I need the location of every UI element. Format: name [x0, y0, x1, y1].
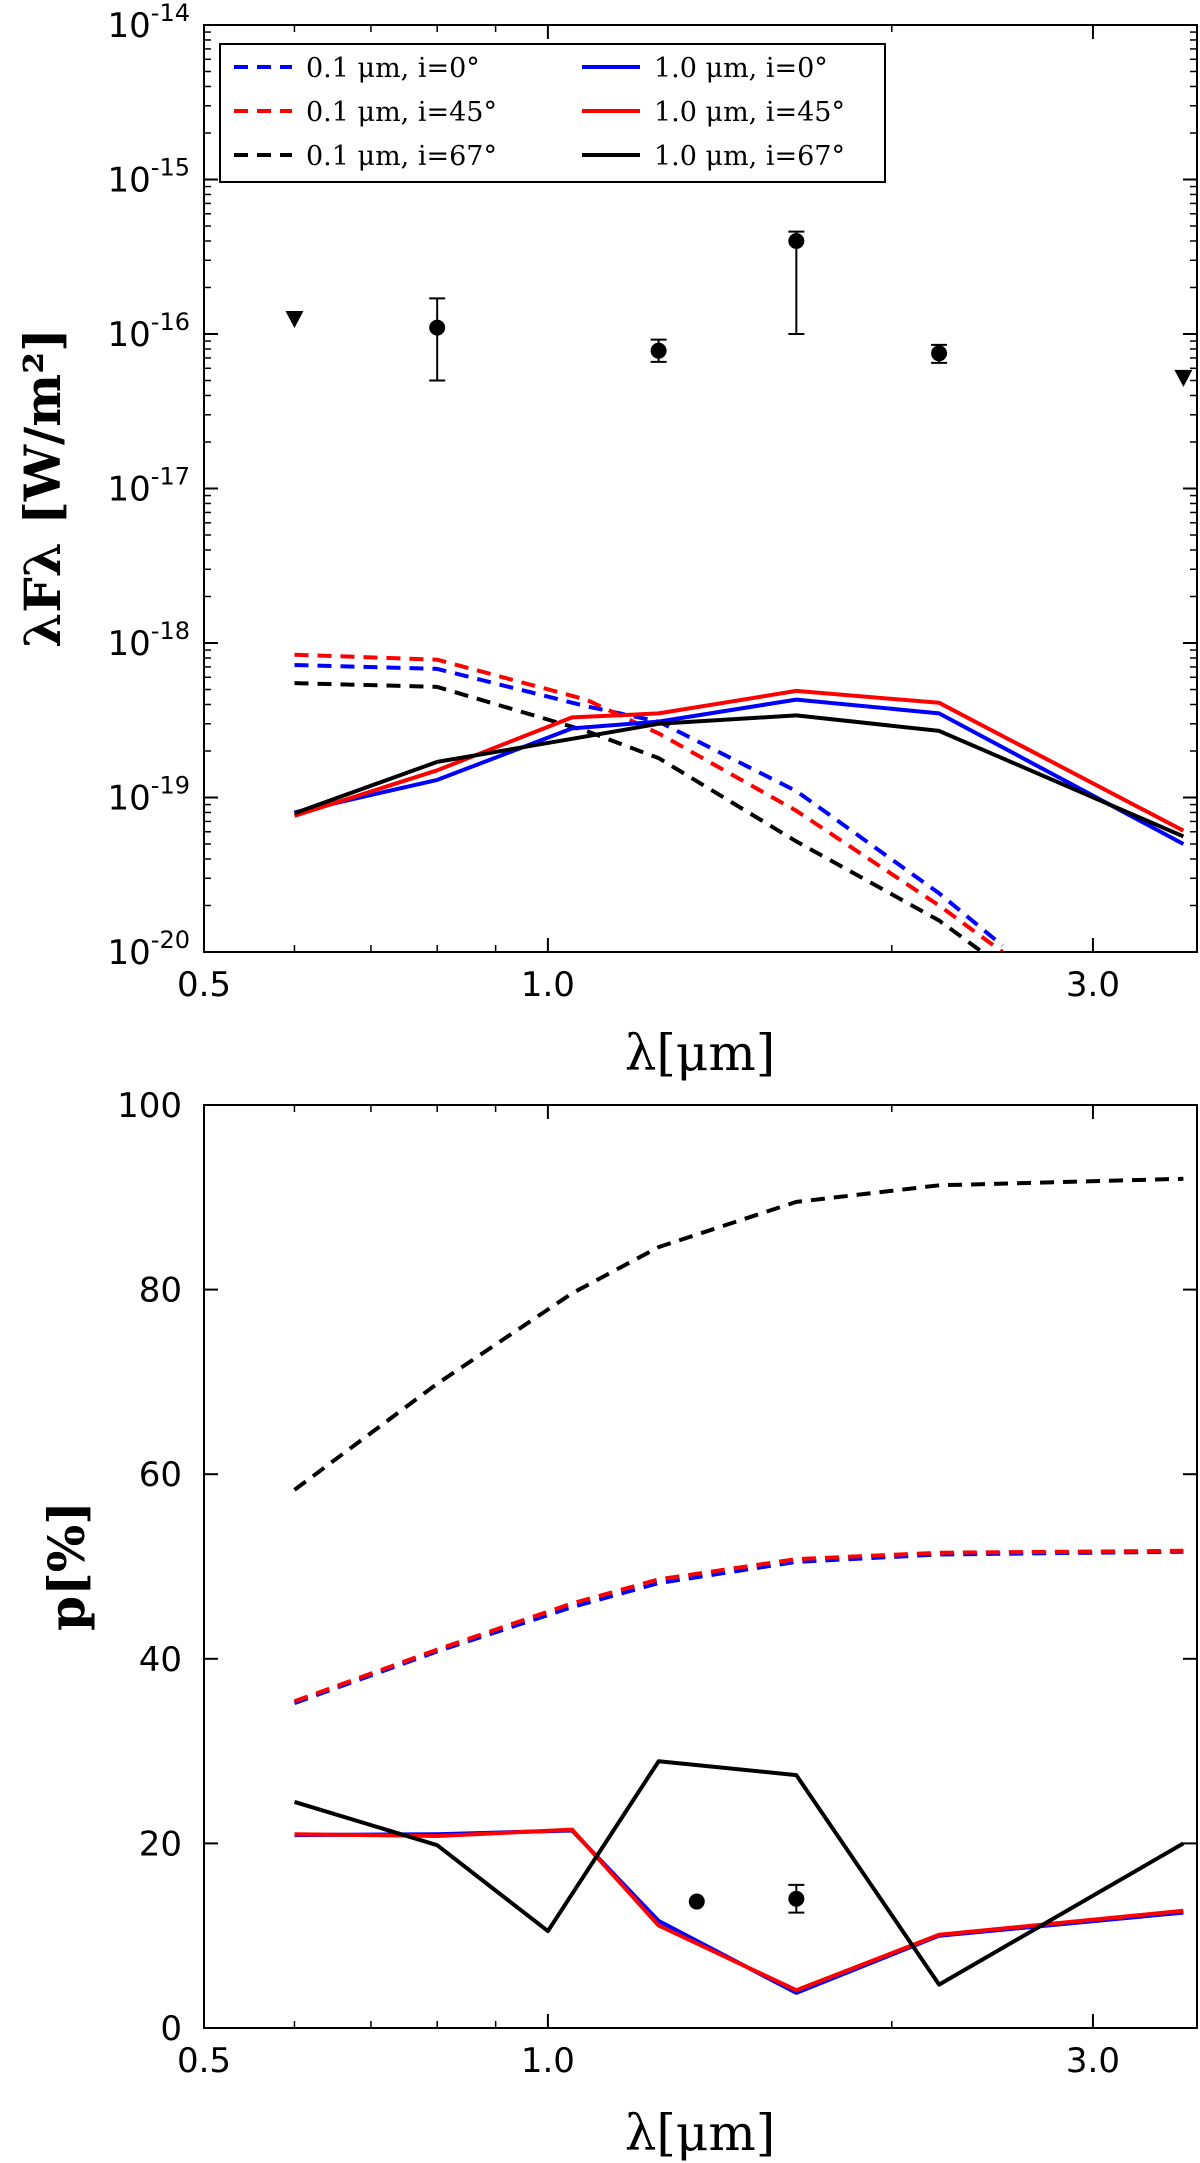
pol-y-axis-label: p[%] [37, 1501, 96, 1631]
sed-y-tick-label-3: 10-17 [108, 463, 190, 510]
legend-label-2: 0.1 μm, i=67° [306, 141, 497, 172]
pol-series-line-1 [293, 1548, 1184, 1704]
sed-series-line-1 [294, 652, 1004, 952]
pol-series-line-4 [294, 1827, 1184, 1993]
sed-panel: 0.5 1.0 3.0 10-20 10-19 10-18 10-17 10-16 10-15 1… [13, 0, 1198, 1082]
pol-x-tick-label-2: 3.0 [1066, 2041, 1120, 2081]
pol-series-line-3 [294, 1828, 1184, 1995]
sed-x-tick-label-2: 3.0 [1066, 965, 1120, 1005]
pol-x-tick-label-0: 0.5 [177, 2041, 231, 2081]
sed-series-line-4 [293, 688, 1185, 833]
pol-series-line-5 [293, 1759, 1185, 1987]
sed-x-axis-label: λ[μm] [625, 1024, 776, 1082]
pol-observation-point-1 [788, 1890, 805, 1907]
sed-observation-point-0 [429, 319, 446, 336]
legend-label-1: 0.1 μm, i=45° [306, 97, 497, 128]
sed-y-tick-label-6: 10-14 [108, 0, 190, 46]
pol-y-tick-label-4: 80 [139, 1271, 182, 1311]
sed-series-line-2 [294, 681, 984, 952]
pol-y-tick-label-1: 20 [139, 1824, 182, 1864]
pol-plot-frame [203, 1104, 1198, 2029]
pol-series-line-2 [293, 1176, 1184, 1492]
sed-series-line-0 [294, 663, 1004, 948]
sed-observation-point-1 [650, 342, 667, 359]
sed-observation-point-2 [788, 232, 805, 249]
legend-frame [219, 43, 886, 183]
pol-series-line-0 [293, 1549, 1184, 1705]
legend-label-4: 1.0 μm, i=45° [654, 97, 845, 128]
pol-x-axis-label: λ[μm] [625, 2104, 776, 2162]
sed-y-tick-label-2: 10-18 [108, 617, 190, 664]
sed-series-line-3 [294, 697, 1185, 846]
legend: 0.1 μm, i=0° 0.1 μm, i=45° 0.1 μm, i=67° 1.… [219, 43, 886, 183]
pol-y-tick-label-3: 60 [139, 1455, 182, 1495]
sed-upper-limit-1 [1174, 369, 1193, 387]
polarization-panel: 0.5 1.0 3.0 0 20 40 60 80 100 λ[μm] p[%] [37, 1086, 1198, 2162]
sed-y-tick-label-5: 10-15 [108, 154, 190, 201]
legend-label-0: 0.1 μm, i=0° [306, 53, 480, 84]
sed-y-tick-label-1: 10-19 [108, 772, 190, 819]
sed-x-tick-label-1: 1.0 [521, 965, 575, 1005]
legend-label-5: 1.0 μm, i=67° [654, 141, 845, 172]
pol-x-tick-label-1: 1.0 [521, 2041, 575, 2081]
sed-y-axis-label: λFλ [W/m²] [13, 328, 72, 648]
sed-x-tick-label-0: 0.5 [177, 965, 231, 1005]
pol-observation-point-0 [688, 1893, 705, 1910]
pol-y-tick-label-0: 0 [160, 2009, 182, 2049]
pol-y-tick-label-5: 100 [117, 1086, 182, 1126]
sed-series-line-5 [293, 713, 1185, 839]
sed-upper-limit-0 [285, 311, 304, 329]
legend-label-3: 1.0 μm, i=0° [654, 53, 828, 84]
pol-y-tick-label-2: 40 [139, 1640, 182, 1680]
sed-y-tick-label-0: 10-20 [108, 926, 190, 973]
sed-y-tick-label-4: 10-16 [108, 308, 190, 355]
sed-observation-point-3 [931, 345, 948, 362]
